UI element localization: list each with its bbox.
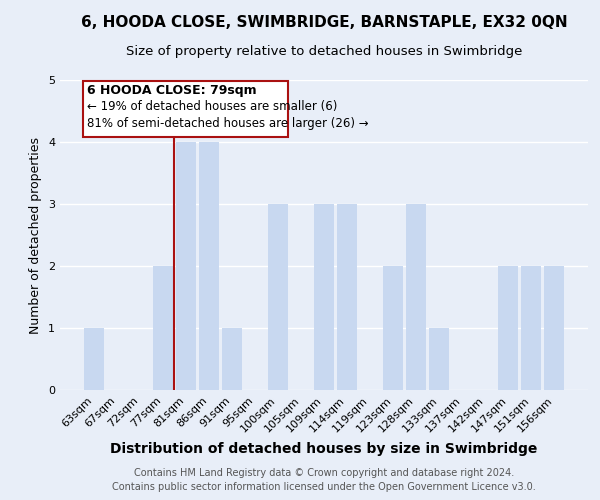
X-axis label: Distribution of detached houses by size in Swimbridge: Distribution of detached houses by size … (110, 442, 538, 456)
Text: 81% of semi-detached houses are larger (26) →: 81% of semi-detached houses are larger (… (87, 116, 368, 130)
Text: Size of property relative to detached houses in Swimbridge: Size of property relative to detached ho… (126, 45, 522, 58)
Bar (153, 266, 173, 390)
Bar (337, 204, 357, 390)
Text: 6 HOODA CLOSE: 79sqm: 6 HOODA CLOSE: 79sqm (87, 84, 257, 98)
Bar (222, 328, 242, 390)
Bar (268, 204, 288, 390)
FancyBboxPatch shape (83, 81, 289, 137)
Text: 6, HOODA CLOSE, SWIMBRIDGE, BARNSTAPLE, EX32 0QN: 6, HOODA CLOSE, SWIMBRIDGE, BARNSTAPLE, … (80, 15, 568, 30)
Text: Contains public sector information licensed under the Open Government Licence v3: Contains public sector information licen… (112, 482, 536, 492)
Bar (314, 204, 334, 390)
Bar (499, 266, 518, 390)
Bar (84, 328, 104, 390)
Bar (176, 142, 196, 390)
Y-axis label: Number of detached properties: Number of detached properties (29, 136, 43, 334)
Text: Contains HM Land Registry data © Crown copyright and database right 2024.: Contains HM Land Registry data © Crown c… (134, 468, 514, 477)
Bar (521, 266, 541, 390)
Bar (430, 328, 449, 390)
Text: ← 19% of detached houses are smaller (6): ← 19% of detached houses are smaller (6) (87, 100, 337, 113)
Bar (406, 204, 426, 390)
Bar (383, 266, 403, 390)
Bar (199, 142, 218, 390)
Bar (544, 266, 564, 390)
